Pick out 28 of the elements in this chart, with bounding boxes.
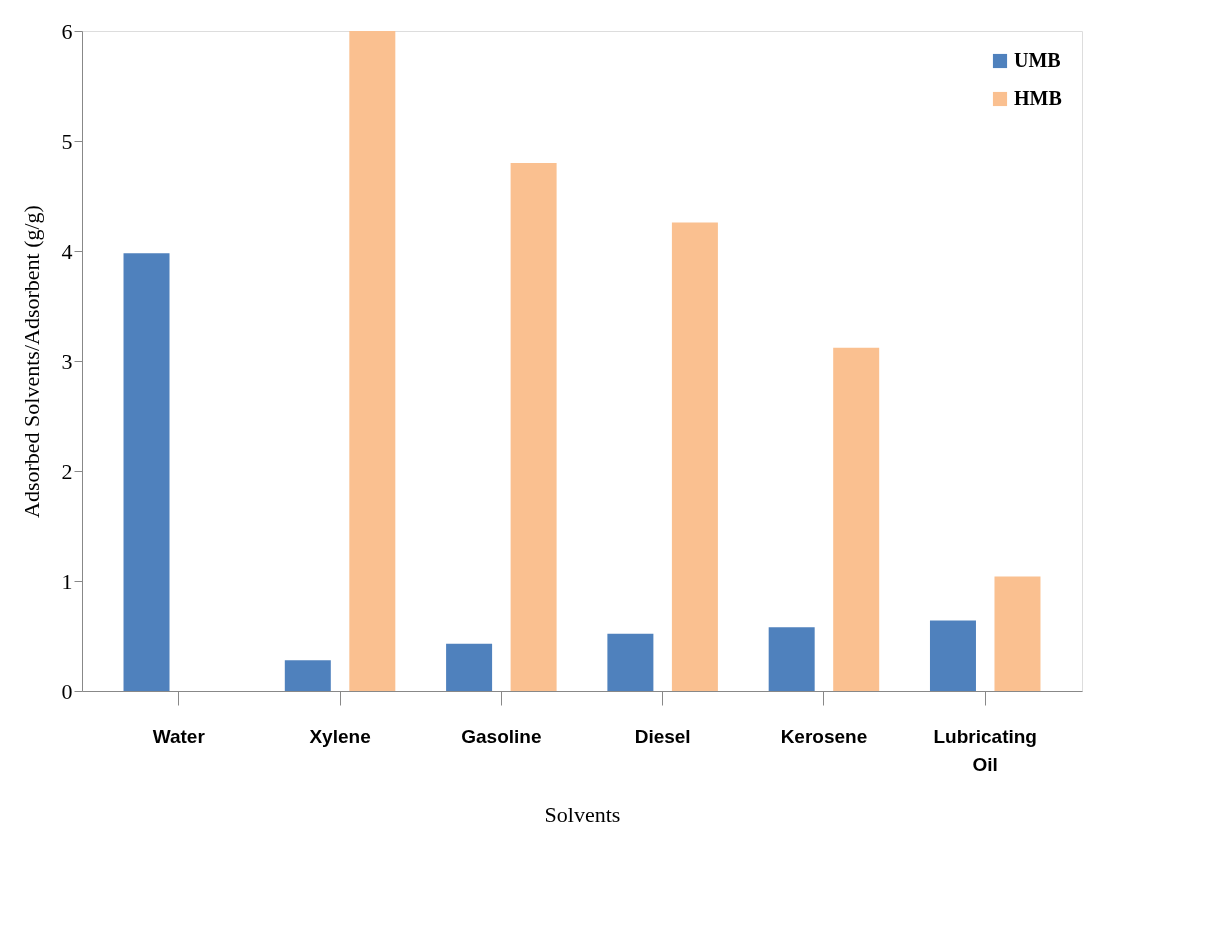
y-tick-label: 2 (61, 458, 73, 484)
x-tick-label: Kerosene (780, 725, 868, 747)
bar (929, 620, 976, 691)
bar (510, 163, 557, 691)
x-tick-label: Xylene (309, 725, 371, 747)
legend-label: UMB (1014, 49, 1061, 71)
bar (768, 627, 815, 691)
bar (607, 633, 654, 691)
bar (284, 660, 331, 691)
y-tick-label: 5 (61, 128, 73, 154)
x-tick-label: Lubricating Oil (933, 725, 1037, 775)
bar (349, 31, 396, 691)
y-tick-label: 6 (61, 18, 73, 44)
bar (994, 576, 1041, 691)
y-tick-label: 1 (61, 568, 73, 594)
x-tick-label: Water (152, 725, 206, 747)
y-tick-label: 3 (61, 348, 73, 374)
x-tick-label: Gasoline (461, 725, 542, 747)
bar (123, 253, 170, 691)
x-tick-label: Diesel (634, 725, 691, 747)
bar (446, 643, 493, 691)
y-tick-label: 0 (61, 678, 73, 704)
x-axis-title: Solvents (544, 801, 621, 827)
bar (671, 222, 718, 691)
bar (833, 347, 880, 691)
y-axis-title: Adsorbed Solvents/Adsorbent (g/g) (18, 205, 44, 518)
y-tick-label: 4 (61, 238, 73, 264)
legend-label: HMB (1014, 87, 1062, 109)
